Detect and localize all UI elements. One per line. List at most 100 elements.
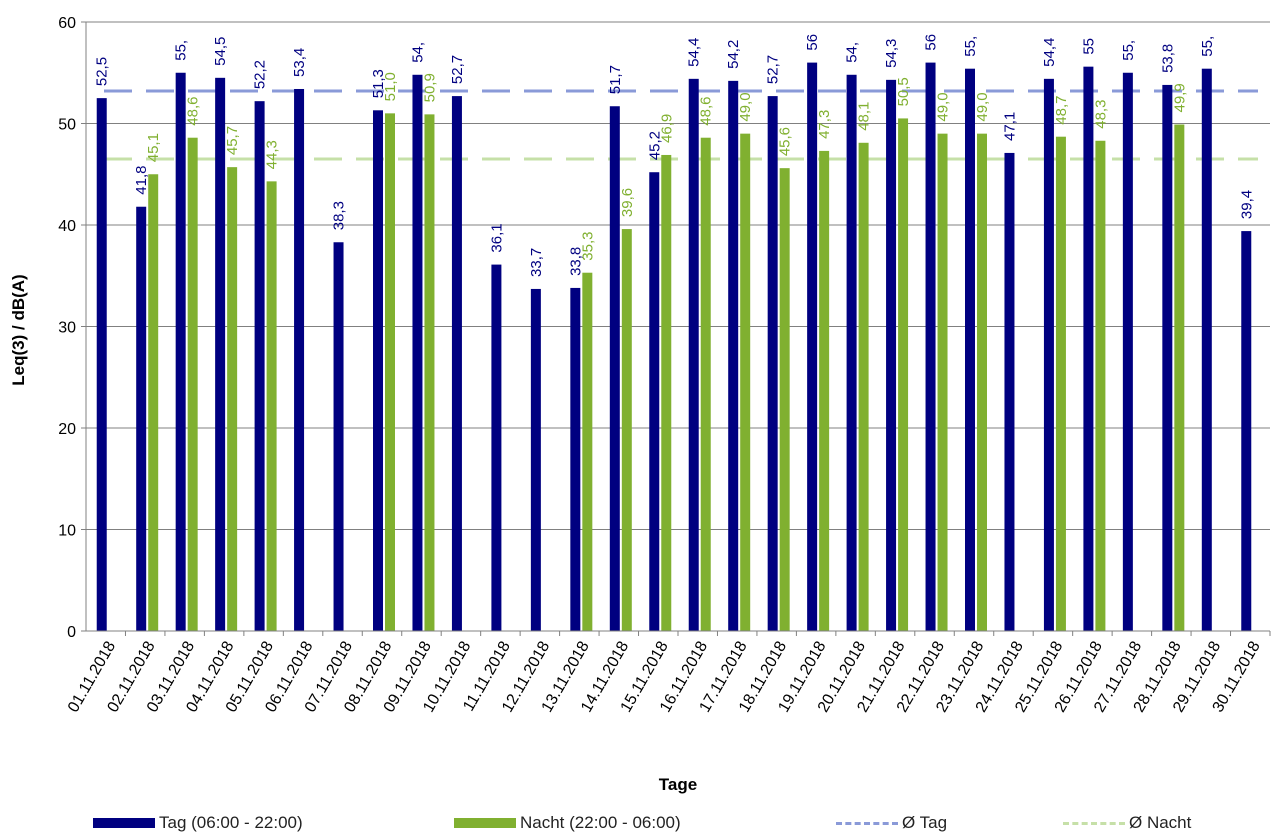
data-label-tag: 54,2	[725, 40, 742, 69]
bar-nacht	[661, 154, 672, 631]
bar-nacht	[898, 118, 909, 632]
data-label-nacht: 39,6	[619, 188, 636, 217]
data-label-tag: 52,7	[449, 55, 466, 84]
bar-tag	[886, 79, 897, 632]
bar-tag	[254, 101, 265, 632]
data-label-tag: 33,8	[567, 247, 584, 276]
data-label-tag: 53,4	[291, 48, 308, 77]
bar-tag	[491, 264, 502, 631]
bar-tag	[925, 62, 936, 632]
chart: 52,5 41,8 55, 54,5 52,2 53,4 38,3 51,3 54, 52,7 36…	[9, 15, 1271, 794]
data-label-nacht: 44,3	[264, 140, 281, 169]
bar-tag	[570, 287, 581, 631]
data-label-nacht: 49,0	[935, 92, 952, 121]
data-label-nacht: 48,6	[185, 97, 202, 126]
bar-tag	[530, 288, 541, 631]
y-tick-label: 50	[58, 117, 76, 134]
grid-lines	[86, 21, 1270, 530]
data-label-tag: 51,3	[370, 69, 387, 98]
bar-nacht	[740, 133, 751, 631]
data-label-tag: 39,4	[1238, 190, 1255, 219]
legend-label-avg-tag: Ø Tag	[902, 813, 948, 832]
x-tick-labels: 01.11.201802.11.201803.11.201804.11.2018…	[65, 638, 1264, 715]
data-label-tag: 56	[804, 34, 821, 51]
bar-nacht	[858, 142, 869, 631]
bar-tag	[1201, 68, 1212, 631]
legend: Tag (06:00 - 22:00) Nacht (22:00 - 06:00…	[0, 811, 1271, 835]
y-tick-label: 30	[58, 320, 76, 337]
bar-nacht	[621, 229, 632, 631]
data-label-nacht: 45,7	[224, 126, 241, 155]
data-label-nacht: 45,6	[777, 127, 794, 156]
data-label-tag: 55,	[962, 36, 979, 57]
bar-tag	[175, 72, 186, 631]
legend-label-tag: Tag (06:00 - 22:00)	[159, 813, 303, 832]
data-label-tag: 51,7	[607, 65, 624, 94]
bar-tag	[333, 242, 344, 631]
bar-nacht	[1055, 136, 1066, 631]
bar-tag	[412, 74, 423, 631]
bar-tag	[215, 77, 226, 631]
data-label-tag: 54,4	[1041, 38, 1058, 67]
bar-tag	[1043, 78, 1054, 632]
data-label-tag: 33,7	[528, 248, 545, 277]
bar-tag	[1004, 152, 1015, 631]
data-label-tag: 38,3	[331, 201, 348, 230]
bar-nacht	[1095, 140, 1106, 631]
legend-item-avg-nacht: Ø Nacht	[1063, 811, 1191, 835]
axes	[81, 21, 1271, 636]
bar-tag	[767, 96, 778, 632]
data-label-nacht: 49,9	[1171, 83, 1188, 112]
data-label-nacht: 47,3	[816, 110, 833, 139]
data-label-nacht: 45,1	[145, 133, 162, 162]
legend-item-tag: Tag (06:00 - 22:00)	[93, 811, 303, 835]
data-label-tag: 56	[923, 34, 940, 51]
data-label-tag: 52,5	[94, 57, 111, 86]
bar-tag	[373, 110, 383, 632]
data-label-tag: 54,	[409, 42, 426, 63]
bar-nacht	[1174, 124, 1185, 631]
bar-nacht	[937, 133, 948, 631]
data-label-tag: 54,	[844, 42, 861, 63]
bar-tag	[1122, 72, 1133, 631]
data-label-nacht: 50,5	[895, 77, 912, 106]
data-label-nacht: 51,0	[382, 72, 399, 101]
y-tick-label: 0	[67, 624, 76, 641]
data-label-nacht: 49,0	[974, 92, 991, 121]
bar-nacht	[582, 272, 593, 631]
data-label-tag: 47,1	[1001, 112, 1018, 141]
bar-tag	[1241, 231, 1252, 631]
bar-tag	[965, 68, 975, 631]
data-label-tag: 41,8	[133, 166, 150, 195]
y-axis-title: Leq(3) / dB(A)	[9, 274, 28, 385]
bar-nacht	[385, 113, 395, 632]
bar-nacht	[779, 168, 790, 631]
bar-tag	[1162, 84, 1173, 632]
bar-tag	[451, 96, 462, 632]
legend-label-avg-nacht: Ø Nacht	[1129, 813, 1192, 832]
y-tick-labels: 0 10 20 30 40 50 60	[58, 15, 76, 641]
data-label-nacht: 48,7	[1053, 95, 1070, 124]
data-label-tag: 55,	[1199, 36, 1216, 57]
bar-nacht	[424, 114, 435, 632]
bar-tag	[846, 74, 857, 631]
bar-tag	[688, 78, 699, 632]
bar-tag	[294, 88, 305, 632]
data-label-tag: 54,4	[686, 38, 703, 67]
data-label-tag: 53,8	[1159, 44, 1176, 73]
bar-tag	[728, 80, 739, 632]
bar-tag	[1083, 66, 1094, 631]
data-label-nacht: 48,3	[1092, 100, 1109, 129]
data-label-nacht: 48,6	[698, 97, 715, 126]
data-label-tag: 55,	[1120, 40, 1137, 61]
y-tick-label: 10	[58, 523, 76, 540]
x-axis-title: Tage	[659, 775, 697, 794]
data-label-nacht: 46,9	[658, 114, 675, 143]
bar-tag	[136, 206, 147, 632]
bars	[96, 62, 1252, 632]
bar-nacht	[819, 150, 830, 631]
y-tick-label: 40	[58, 218, 76, 235]
bar-nacht	[187, 137, 198, 631]
legend-item-avg-tag: Ø Tag	[836, 811, 947, 835]
legend-swatch-tag	[93, 818, 155, 828]
